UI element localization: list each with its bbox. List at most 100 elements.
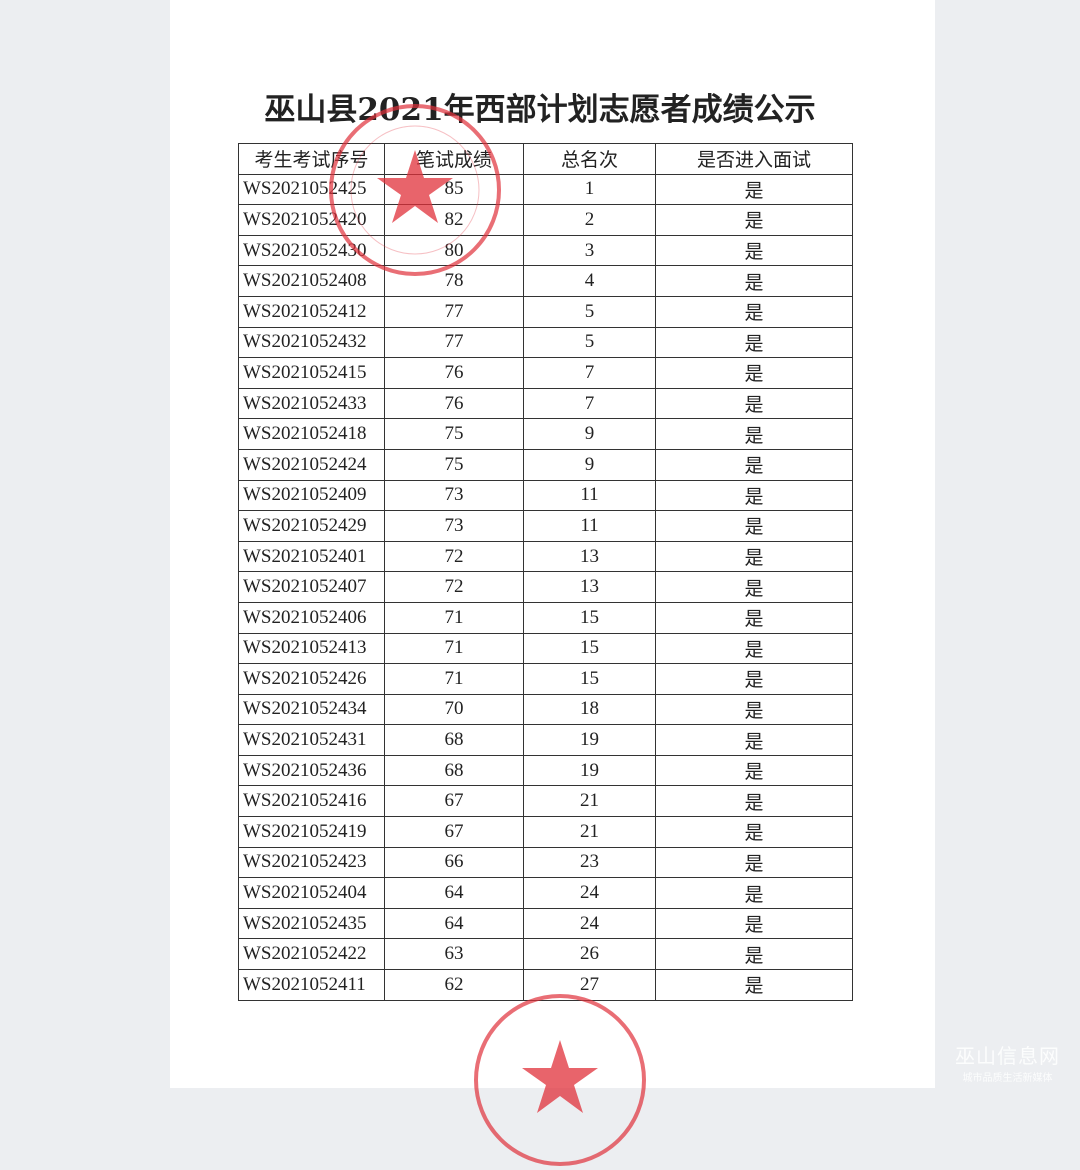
cell-interview: 是 xyxy=(655,693,853,726)
table-row: WS2021052412 77 5 是 xyxy=(238,295,853,328)
cell-written-score: 71 xyxy=(384,663,524,695)
cell-overall-rank: 27 xyxy=(523,969,656,1001)
cell-interview: 是 xyxy=(655,601,853,634)
table-row: WS2021052435 64 24 是 xyxy=(238,907,853,940)
cell-overall-rank: 15 xyxy=(523,663,656,695)
cell-interview: 是 xyxy=(655,846,853,879)
cell-written-score: 77 xyxy=(384,295,524,328)
cell-overall-rank: 5 xyxy=(523,326,656,359)
cell-overall-rank: 9 xyxy=(523,418,656,450)
cell-interview: 是 xyxy=(655,295,853,328)
cell-interview: 是 xyxy=(655,448,853,481)
cell-overall-rank: 7 xyxy=(523,387,656,420)
cell-interview: 是 xyxy=(655,479,853,512)
table-row: WS2021052423 66 23 是 xyxy=(238,846,853,879)
cell-exam-id: WS2021052425 xyxy=(238,173,385,206)
table-row: WS2021052408 78 4 是 xyxy=(238,265,853,297)
cell-exam-id: WS2021052411 xyxy=(238,969,385,1001)
cell-written-score: 73 xyxy=(384,510,524,542)
table-row: WS2021052430 80 3 是 xyxy=(238,234,853,267)
document-title: 巫山县2021年西部计划志愿者成绩公示 xyxy=(264,92,816,128)
table-row: WS2021052422 63 26 是 xyxy=(238,938,853,971)
table-row: WS2021052404 64 24 是 xyxy=(238,877,853,909)
table-row: WS2021052407 72 13 是 xyxy=(238,571,853,603)
cell-interview: 是 xyxy=(655,234,853,267)
cell-exam-id: WS2021052436 xyxy=(238,754,385,787)
table-row: WS2021052413 71 15 是 xyxy=(238,632,853,665)
table-row: WS2021052418 75 9 是 xyxy=(238,418,853,450)
cell-exam-id: WS2021052413 xyxy=(238,632,385,665)
cell-overall-rank: 11 xyxy=(523,479,656,512)
table-row: WS2021052432 77 5 是 xyxy=(238,326,853,359)
cell-exam-id: WS2021052404 xyxy=(238,877,385,909)
cell-overall-rank: 1 xyxy=(523,173,656,206)
header-exam-id: 考生考试序号 xyxy=(238,143,385,175)
cell-overall-rank: 9 xyxy=(523,448,656,481)
cell-overall-rank: 21 xyxy=(523,785,656,818)
cell-exam-id: WS2021052423 xyxy=(238,846,385,879)
cell-overall-rank: 15 xyxy=(523,632,656,665)
cell-exam-id: WS2021052407 xyxy=(238,571,385,603)
cell-overall-rank: 19 xyxy=(523,754,656,787)
table-row: WS2021052401 72 13 是 xyxy=(238,540,853,573)
cell-interview: 是 xyxy=(655,418,853,450)
cell-interview: 是 xyxy=(655,663,853,695)
cell-overall-rank: 3 xyxy=(523,234,656,267)
table-row: WS2021052419 67 21 是 xyxy=(238,816,853,848)
cell-overall-rank: 5 xyxy=(523,295,656,328)
cell-overall-rank: 21 xyxy=(523,816,656,848)
cell-overall-rank: 2 xyxy=(523,204,656,236)
header-written-score: 笔试成绩 xyxy=(384,143,524,175)
cell-interview: 是 xyxy=(655,724,853,756)
watermark-sub: 城市品质生活新媒体 xyxy=(962,1073,1053,1084)
header-interview: 是否进入面试 xyxy=(655,143,853,175)
cell-written-score: 68 xyxy=(384,724,524,756)
cell-exam-id: WS2021052426 xyxy=(238,663,385,695)
cell-interview: 是 xyxy=(655,938,853,971)
cell-exam-id: WS2021052412 xyxy=(238,295,385,328)
cell-overall-rank: 4 xyxy=(523,265,656,297)
cell-written-score: 68 xyxy=(384,754,524,787)
cell-interview: 是 xyxy=(655,540,853,573)
cell-exam-id: WS2021052420 xyxy=(238,204,385,236)
cell-interview: 是 xyxy=(655,785,853,818)
cell-exam-id: WS2021052422 xyxy=(238,938,385,971)
cell-written-score: 63 xyxy=(384,938,524,971)
cell-exam-id: WS2021052431 xyxy=(238,724,385,756)
cell-exam-id: WS2021052415 xyxy=(238,357,385,389)
cell-overall-rank: 23 xyxy=(523,846,656,879)
cell-written-score: 66 xyxy=(384,846,524,879)
cell-written-score: 82 xyxy=(384,204,524,236)
cell-overall-rank: 13 xyxy=(523,540,656,573)
cell-exam-id: WS2021052409 xyxy=(238,479,385,512)
table-row: WS2021052425 85 1 是 xyxy=(238,173,853,206)
results-table: 考生考试序号 笔试成绩 总名次 是否进入面试 WS2021052425 85 1 是 W… xyxy=(238,143,853,1001)
cell-written-score: 72 xyxy=(384,540,524,573)
cell-interview: 是 xyxy=(655,173,853,206)
cell-overall-rank: 26 xyxy=(523,938,656,971)
table-row: WS2021052406 71 15 是 xyxy=(238,601,853,634)
cell-interview: 是 xyxy=(655,265,853,297)
cell-interview: 是 xyxy=(655,357,853,389)
cell-exam-id: WS2021052418 xyxy=(238,418,385,450)
cell-interview: 是 xyxy=(655,326,853,359)
header-overall-rank: 总名次 xyxy=(523,143,656,175)
table-row: WS2021052411 62 27 是 xyxy=(238,969,853,1001)
cell-written-score: 73 xyxy=(384,479,524,512)
cell-interview: 是 xyxy=(655,632,853,665)
cell-exam-id: WS2021052408 xyxy=(238,265,385,297)
cell-written-score: 67 xyxy=(384,816,524,848)
table-row: WS2021052429 73 11 是 xyxy=(238,510,853,542)
cell-exam-id: WS2021052416 xyxy=(238,785,385,818)
cell-interview: 是 xyxy=(655,969,853,1001)
cell-written-score: 71 xyxy=(384,601,524,634)
cell-written-score: 71 xyxy=(384,632,524,665)
cell-overall-rank: 15 xyxy=(523,601,656,634)
watermark-logo: 巫山信息网 城市品质生活新媒体 xyxy=(955,1040,1060,1084)
cell-overall-rank: 13 xyxy=(523,571,656,603)
cell-exam-id: WS2021052429 xyxy=(238,510,385,542)
cell-overall-rank: 11 xyxy=(523,510,656,542)
table-row: WS2021052409 73 11 是 xyxy=(238,479,853,512)
cell-exam-id: WS2021052401 xyxy=(238,540,385,573)
table-row: WS2021052426 71 15 是 xyxy=(238,663,853,695)
